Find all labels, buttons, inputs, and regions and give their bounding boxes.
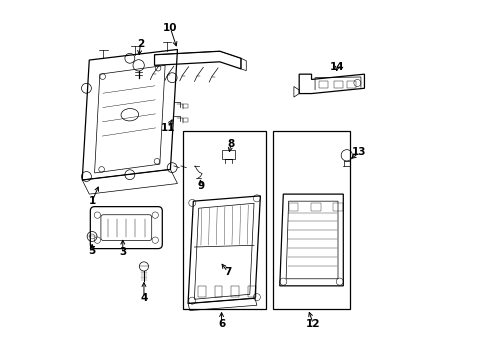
Bar [214, 286, 222, 297]
Bar [198, 286, 205, 297]
Text: 3: 3 [119, 247, 126, 257]
Text: 11: 11 [161, 123, 175, 133]
Text: 8: 8 [227, 139, 234, 149]
Bar [334, 81, 343, 88]
Text: 4: 4 [140, 293, 147, 303]
Bar [183, 131, 265, 309]
Bar [247, 286, 255, 297]
Bar [332, 203, 342, 211]
Bar [310, 203, 320, 211]
Text: 5: 5 [88, 246, 96, 256]
Bar [183, 104, 188, 108]
Text: 6: 6 [218, 319, 225, 329]
Text: 2: 2 [137, 39, 144, 49]
Bar [183, 118, 188, 122]
Bar [272, 131, 349, 309]
Bar [222, 150, 235, 159]
Text: 13: 13 [351, 148, 366, 157]
Bar [231, 286, 239, 297]
Text: 1: 1 [88, 196, 96, 206]
Text: 10: 10 [163, 23, 177, 33]
Bar [288, 203, 298, 211]
Text: 9: 9 [198, 181, 204, 192]
Text: 14: 14 [329, 62, 344, 72]
Text: 12: 12 [305, 319, 320, 329]
Text: 7: 7 [224, 267, 231, 277]
Bar [346, 81, 355, 88]
Bar [319, 81, 327, 88]
